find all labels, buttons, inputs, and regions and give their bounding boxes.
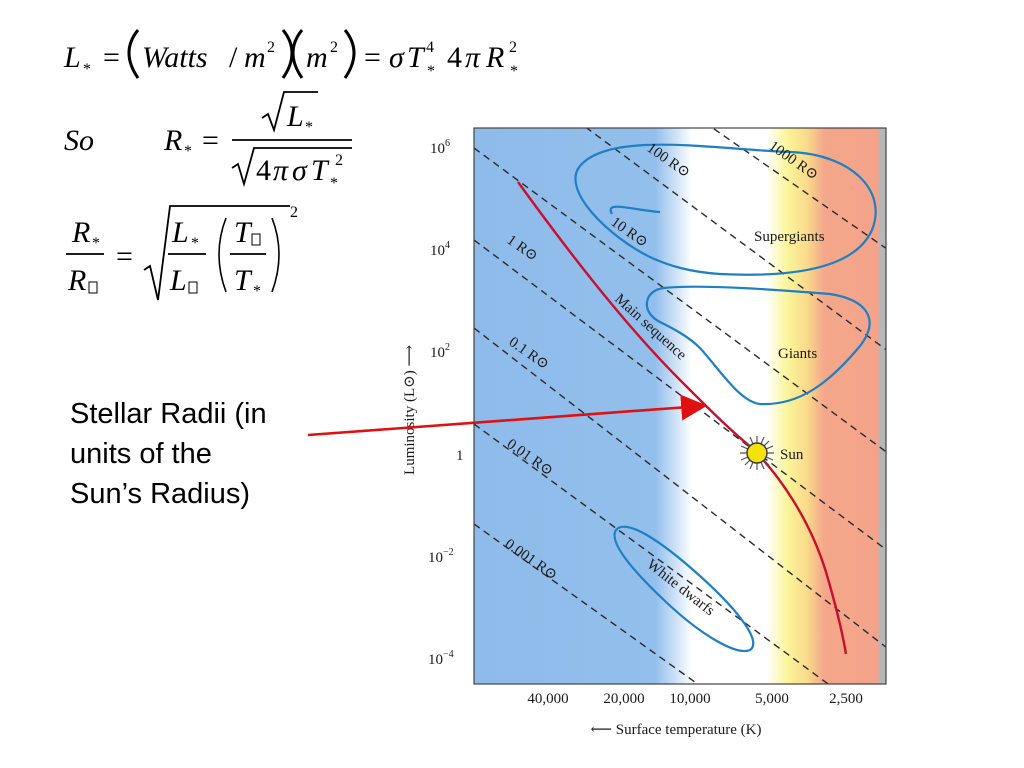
eq2-exp2: 2	[335, 152, 343, 169]
eq1-m1: m	[244, 41, 266, 74]
eq2-equals: =	[202, 124, 219, 157]
x-tick-40000: 40,000	[527, 691, 568, 707]
eq1-sub-T: *	[427, 63, 435, 80]
sun-label: Sun	[780, 447, 804, 463]
eq3-T-num: T	[234, 216, 253, 249]
eq1-equals: =	[103, 41, 120, 74]
eq1-exp2a: 2	[267, 39, 275, 56]
caption-pointer-arrow	[307, 394, 708, 437]
eq1-four: 4	[447, 41, 462, 74]
x-tick-2500: 2,500	[829, 691, 863, 707]
eq2-so: So	[64, 124, 94, 157]
eq3-sub-num: *	[92, 235, 100, 252]
equations-panel: L * = Watts / m 2 m 2 = σ T 4 * 4 π R 2 …	[63, 29, 518, 301]
eq1-m2: m	[306, 41, 328, 74]
eq3-equals: =	[116, 240, 133, 273]
caption-line-2: units of the	[70, 438, 212, 470]
eq1-slash: /	[229, 41, 238, 74]
y-tick-labels: 106 104 102 1 10−2 10−4	[428, 138, 464, 668]
caption-line-1: Stellar Radii (in	[70, 398, 267, 430]
ratio-equation: R * R = L * L T T * 2	[66, 204, 298, 301]
eq3-L-den: L	[169, 264, 187, 297]
radius-line-0.1	[474, 327, 886, 649]
luminosity-equation: L * = Watts / m 2 m 2 = σ T 4 * 4 π R 2 …	[63, 29, 518, 80]
eq1-R: R	[485, 41, 504, 74]
eq2-T: T	[311, 154, 330, 187]
eq1-exp2c: 2	[509, 39, 517, 56]
y-tick-1e-4: 10−4	[428, 649, 454, 668]
y-tick-1e2: 102	[430, 342, 450, 361]
eq3-sub-L: *	[191, 235, 199, 252]
eq2-pi: π	[273, 154, 289, 187]
supergiants-region	[574, 143, 877, 276]
sun-symbol-placeholder-icon	[251, 233, 261, 246]
eq2-four: 4	[256, 154, 271, 187]
eq2-L: L	[286, 100, 304, 133]
eq3-T-den: T	[234, 264, 253, 297]
sun-symbol-placeholder-icon	[188, 281, 198, 294]
sun-symbol-placeholder-icon	[88, 281, 98, 294]
temperature-color-band	[474, 128, 886, 684]
eq1-equals2: =	[364, 41, 381, 74]
giants-label: Giants	[778, 346, 817, 362]
eq1-L: L	[63, 41, 81, 74]
sun-icon	[740, 436, 774, 470]
eq2-sigma: σ	[292, 154, 308, 187]
eq1-exp4: 4	[426, 39, 434, 56]
supergiants-label: Supergiants	[754, 229, 825, 245]
y-tick-1e-2: 10−2	[428, 547, 454, 566]
eq1-exp2b: 2	[330, 39, 338, 56]
white-dwarfs-region	[613, 525, 755, 653]
eq1-sub: *	[83, 61, 91, 78]
y-tick-1: 1	[456, 448, 464, 464]
eq2-sub: *	[184, 143, 192, 160]
eq2-sub-L: *	[305, 119, 313, 136]
eq3-R-num: R	[71, 216, 90, 249]
eq3-R-den: R	[67, 264, 86, 297]
eq3-exp2: 2	[290, 204, 298, 221]
y-tick-1e6: 106	[430, 138, 450, 157]
eq1-pi: π	[465, 41, 481, 74]
y-tick-1e4: 104	[430, 240, 450, 259]
y-axis-label: Luminosity (L⊙) ⟶	[402, 345, 418, 475]
caption-line-3: Sun’s Radius)	[70, 478, 251, 510]
radius-line-0.001	[474, 523, 699, 684]
x-axis-label: ⟵ Surface temperature (K)	[590, 722, 761, 738]
eq1-sigma: σ	[389, 41, 405, 74]
radius-line-0.01	[474, 423, 830, 684]
eq2-R: R	[163, 124, 182, 157]
eq1-T: T	[407, 41, 426, 74]
eq1-watts: Watts	[142, 41, 208, 74]
radius-line-1000	[711, 128, 886, 250]
eq3-sub-T: *	[253, 283, 261, 300]
eq1-sub-R: *	[510, 63, 518, 80]
eq3-L-num: L	[171, 216, 189, 249]
x-tick-labels: 40,000 20,000 10,000 5,000 2,500	[527, 691, 863, 707]
x-tick-10000: 10,000	[669, 691, 710, 707]
radius-equation: So R * = L * 4 π σ T 2 *	[64, 91, 352, 192]
stellar-radii-caption: Stellar Radii (in units of the Sun’s Rad…	[70, 394, 320, 514]
giants-region	[645, 285, 871, 406]
radius-line-100	[585, 128, 886, 351]
x-tick-20000: 20,000	[603, 691, 644, 707]
x-tick-5000: 5,000	[755, 691, 789, 707]
plot-frame	[473, 127, 887, 685]
main-sequence-line	[517, 181, 848, 655]
radius-line-10	[474, 147, 886, 453]
eq2-sub-T: *	[330, 175, 338, 192]
